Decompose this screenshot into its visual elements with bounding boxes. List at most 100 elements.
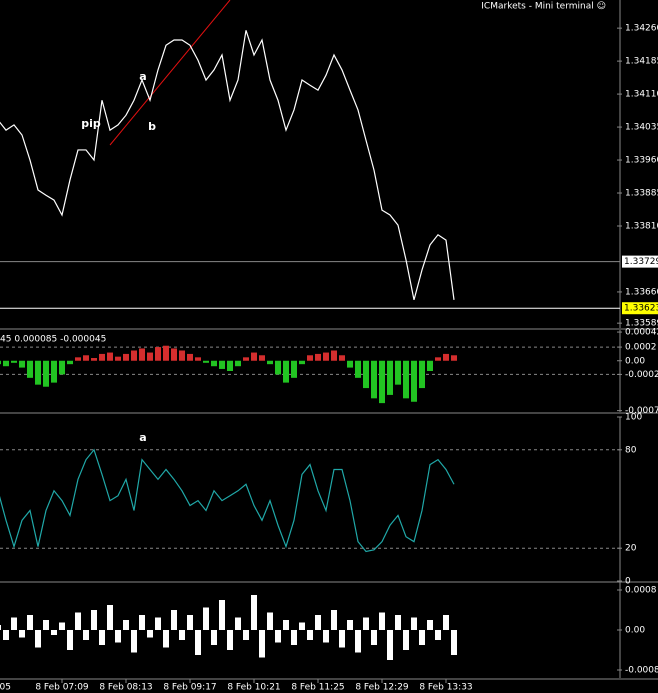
histogram-bar [379,360,385,404]
y-tick-label: 1.34035 [625,123,658,133]
histogram-bar [83,630,89,640]
histogram-bar [323,630,329,643]
histogram-bar [99,630,105,645]
histogram-bar [315,353,321,361]
indicator-label: 45 0.000085 -0.000045 [0,335,106,345]
histogram-bar [203,607,209,630]
histogram-bar [27,615,33,630]
header-title: ICMarkets - Mini terminal ☺ [481,1,606,12]
histogram-bar [315,615,321,630]
histogram-bar [0,625,1,630]
histogram-bar [171,610,177,630]
histogram-bar [187,615,193,630]
histogram-bar [107,352,113,361]
histogram-bar [227,630,233,650]
y-tick-label: 1.33660 [625,287,658,297]
histogram-bar [403,630,409,650]
histogram-bar [3,630,9,640]
histogram-bar [387,630,393,660]
histogram-bar [203,360,209,363]
histogram-bar [275,630,281,643]
histogram-bar [11,360,17,363]
histogram-bar [259,630,265,658]
y-tick-label: 1.33885 [625,189,658,199]
histogram-bar [195,630,201,655]
histogram-bar [299,360,305,365]
histogram-bar [267,360,273,365]
histogram-bar [419,630,425,645]
histogram-bar [299,622,305,630]
histogram-bar [211,630,217,645]
histogram-bar [331,350,337,361]
histogram-bar [115,356,121,361]
histogram-bar [235,617,241,630]
x-tick-label: 8 Feb 07:09 [35,683,89,693]
histogram-bar [107,605,113,630]
histogram-bar [35,630,41,648]
y-tick-label: 80 [625,445,637,455]
histogram-bar [283,620,289,630]
histogram-bar [163,630,169,648]
histogram-bar [451,355,457,361]
x-tick-label: 8 Feb 13:33 [419,683,472,693]
price-label: 1.33729 [624,257,658,267]
histogram-bar [123,620,129,630]
histogram-bar [251,595,257,630]
histogram-bar [291,630,297,645]
histogram-bar [75,357,81,361]
histogram-bar [395,615,401,630]
histogram-bar [123,353,129,361]
histogram-bar [115,630,121,643]
histogram-bar [411,617,417,630]
y-tick-label: 1.33960 [625,156,658,166]
histogram-bar [243,630,249,640]
histogram-bar [427,620,433,630]
histogram-bar [59,360,65,375]
histogram-bar [91,358,97,361]
histogram-bar [435,630,441,640]
histogram-bar [219,360,225,369]
histogram-bar [155,617,161,630]
x-tick-label: 8 Feb 09:17 [163,683,216,693]
histogram-bar [371,630,377,645]
histogram-bar [435,357,441,361]
histogram-bar [99,353,105,361]
y-tick-label: 1.33810 [625,221,658,231]
histogram-bar [235,360,241,367]
histogram-bar [275,360,281,375]
histogram-bar [347,620,353,630]
histogram-bar [451,630,457,655]
price-label-box [622,302,658,315]
series-line [0,30,455,301]
histogram-bar [283,360,289,383]
y-tick-label: 1.34260 [625,24,658,34]
histogram-bar [3,360,9,367]
histogram-bar [347,360,353,368]
x-tick-label: 06:05 [0,683,11,693]
histogram-bar [0,360,1,365]
histogram-bar [219,600,225,630]
histogram-bar [51,630,57,635]
histogram-bar [427,360,433,371]
histogram-bar [339,355,345,361]
y-tick-label: 0.00 [625,626,645,636]
histogram-bar [155,347,161,361]
histogram-bar [307,355,313,361]
price-label: 1.33623 [624,304,658,314]
histogram-bar [19,630,25,638]
annotation: b [148,120,156,133]
histogram-bar [371,360,377,399]
x-tick-label: 8 Feb 12:29 [355,683,409,693]
histogram-bar [67,360,73,365]
x-tick-label: 8 Feb 08:13 [99,683,152,693]
histogram-bar [139,615,145,630]
x-tick-label: 8 Feb 11:25 [291,683,344,693]
histogram-bar [179,630,185,640]
histogram-bar [131,630,137,653]
histogram-bar [91,610,97,630]
histogram-bar [363,360,369,389]
histogram-bar [379,612,385,630]
x-tick-label: 8 Feb 10:21 [227,683,280,693]
y-tick-label: 0 [625,577,631,587]
